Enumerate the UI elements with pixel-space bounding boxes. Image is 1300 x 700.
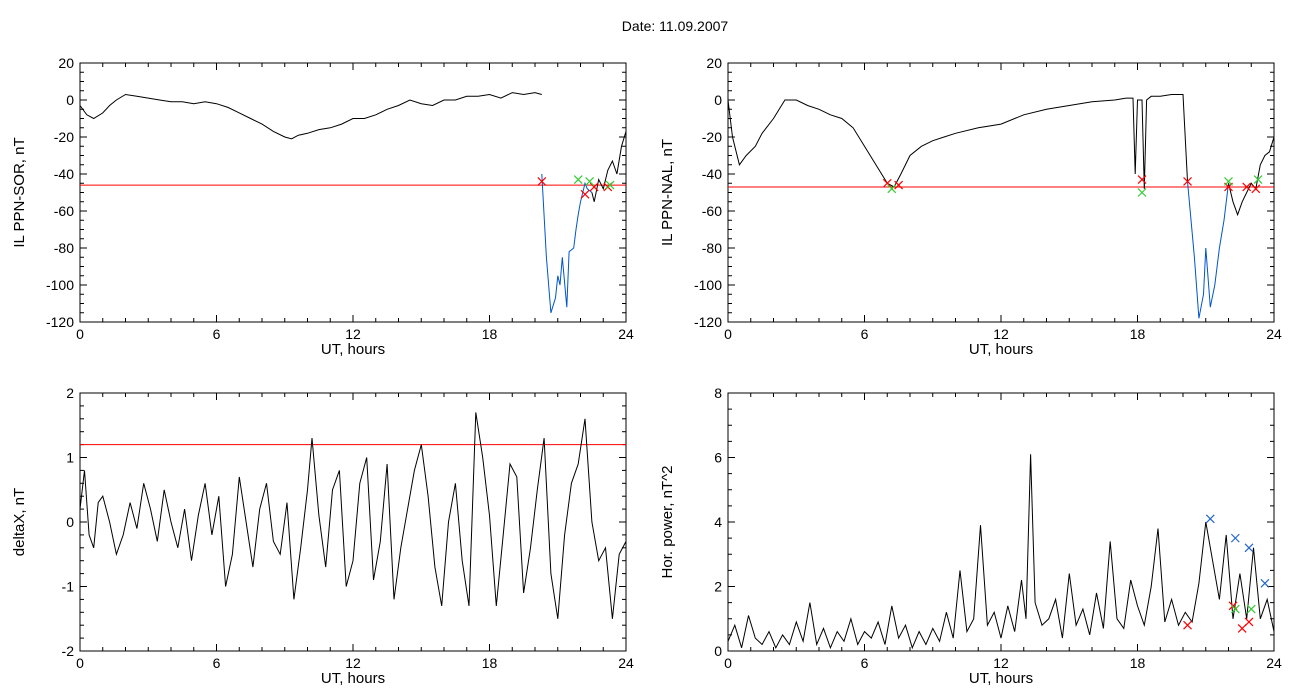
x-axis-label: UT, hours xyxy=(969,341,1033,358)
x-axis-label: UT, hours xyxy=(969,670,1033,687)
data-layer xyxy=(80,92,626,313)
marker-green xyxy=(1137,188,1147,197)
x-tick-label: 24 xyxy=(618,326,634,342)
x-tick-label: 12 xyxy=(993,326,1009,342)
series-line xyxy=(80,412,626,619)
marker-red xyxy=(1251,184,1261,194)
panel-ppn-nal: 0 6 12 18 24 -120 -100 -80 -60 -40 -20 0 20 UT, hours… xyxy=(659,55,1282,358)
marker-red xyxy=(589,182,599,192)
y-tick-label: -100 xyxy=(694,277,722,293)
marker-red xyxy=(1183,176,1192,186)
y-tick-label: 0 xyxy=(714,643,722,659)
y-tick-label: 2 xyxy=(714,579,722,595)
x-tick-label: 6 xyxy=(213,655,221,671)
x-tick-label: 0 xyxy=(724,655,732,671)
y-axis-label: deltaX, nT xyxy=(11,488,28,556)
marker-green xyxy=(1253,175,1263,184)
plot-frame xyxy=(79,62,627,323)
plot-frame xyxy=(727,392,1275,652)
marker-red xyxy=(894,180,904,190)
x-tick-label: 0 xyxy=(76,655,84,671)
marker-blue xyxy=(1260,578,1270,588)
y-tick-label: -60 xyxy=(54,203,74,219)
y-tick-label: 6 xyxy=(714,450,722,466)
x-tick-label: 18 xyxy=(1130,655,1146,671)
y-tick-label: 0 xyxy=(66,514,74,530)
x-tick-label: 6 xyxy=(861,655,869,671)
y-tick-label: -80 xyxy=(702,240,722,256)
y-tick-label: -40 xyxy=(54,166,74,182)
x-tick-label: 18 xyxy=(1130,326,1146,342)
y-tick-label: -100 xyxy=(46,277,74,293)
marker-green xyxy=(887,184,897,194)
y-tick-label: 0 xyxy=(66,92,74,108)
marker-blue xyxy=(1230,533,1240,543)
series-line xyxy=(80,92,542,140)
y-axis-label: IL PPN-SOR, nT xyxy=(11,137,28,247)
x-tick-label: 0 xyxy=(76,326,84,342)
series-line xyxy=(728,454,1274,650)
y-tick-label: -20 xyxy=(702,129,722,145)
y-tick-label: -80 xyxy=(54,240,74,256)
marker-green xyxy=(573,175,583,184)
x-tick-label: 12 xyxy=(993,655,1009,671)
marker-red xyxy=(580,189,590,199)
marker-blue xyxy=(1205,514,1215,524)
y-tick-label: 2 xyxy=(66,385,74,401)
marker-green xyxy=(585,176,595,186)
y-axis-label: IL PPN-NAL, nT xyxy=(659,139,676,246)
y-tick-label: 4 xyxy=(714,514,722,530)
y-tick-label: -40 xyxy=(702,166,722,182)
x-tick-label: 12 xyxy=(345,655,361,671)
x-tick-label: 18 xyxy=(482,655,498,671)
plot-frame xyxy=(79,392,627,652)
marker-red xyxy=(1242,182,1252,192)
x-tick-label: 0 xyxy=(724,326,732,342)
page-title: Date: 11.09.2007 xyxy=(621,18,729,34)
data-layer xyxy=(728,454,1274,650)
x-tick-label: 18 xyxy=(482,326,498,342)
y-tick-label: -20 xyxy=(54,129,74,145)
y-tick-label: -120 xyxy=(46,314,74,330)
series-line xyxy=(728,94,1188,189)
marker-red xyxy=(1244,617,1254,627)
x-axis-label: UT, hours xyxy=(321,341,385,358)
x-tick-label: 24 xyxy=(618,655,634,671)
x-tick-label: 24 xyxy=(1266,655,1282,671)
marker-red xyxy=(1137,175,1147,184)
marker-green xyxy=(1246,604,1256,614)
x-tick-label: 6 xyxy=(861,326,869,342)
x-tick-label: 6 xyxy=(213,326,221,342)
y-tick-label: 20 xyxy=(58,55,74,71)
y-tick-label: 0 xyxy=(714,92,722,108)
y-tick-label: -60 xyxy=(702,203,722,219)
y-tick-label: 1 xyxy=(66,450,74,466)
x-tick-label: 12 xyxy=(345,326,361,342)
marker-red xyxy=(537,176,547,186)
y-tick-label: 8 xyxy=(714,385,722,401)
series-line xyxy=(591,131,626,202)
series-line xyxy=(1228,136,1274,217)
plot-frame xyxy=(727,62,1275,323)
data-layer xyxy=(80,412,626,619)
marker-green xyxy=(1224,176,1233,186)
y-tick-label: 20 xyxy=(706,55,722,71)
marker-red xyxy=(1183,620,1192,630)
y-tick-label: -2 xyxy=(62,643,75,659)
x-tick-label: 24 xyxy=(1266,326,1282,342)
y-tick-label: -120 xyxy=(694,314,722,330)
data-layer xyxy=(728,94,1274,319)
marker-green xyxy=(605,180,615,190)
marker-red xyxy=(882,178,892,188)
series-line xyxy=(1187,181,1229,319)
panel-ppn-sor: 0 6 12 18 24 -120 -100 -80 -60 -40 -20 0 20 UT, hours… xyxy=(11,55,634,358)
marker-green xyxy=(1230,604,1240,614)
x-axis-label: UT, hours xyxy=(321,670,385,687)
marker-blue xyxy=(1244,543,1254,553)
y-tick-label: -1 xyxy=(62,579,75,595)
y-axis-label: Hor. power, nT^2 xyxy=(659,466,676,579)
